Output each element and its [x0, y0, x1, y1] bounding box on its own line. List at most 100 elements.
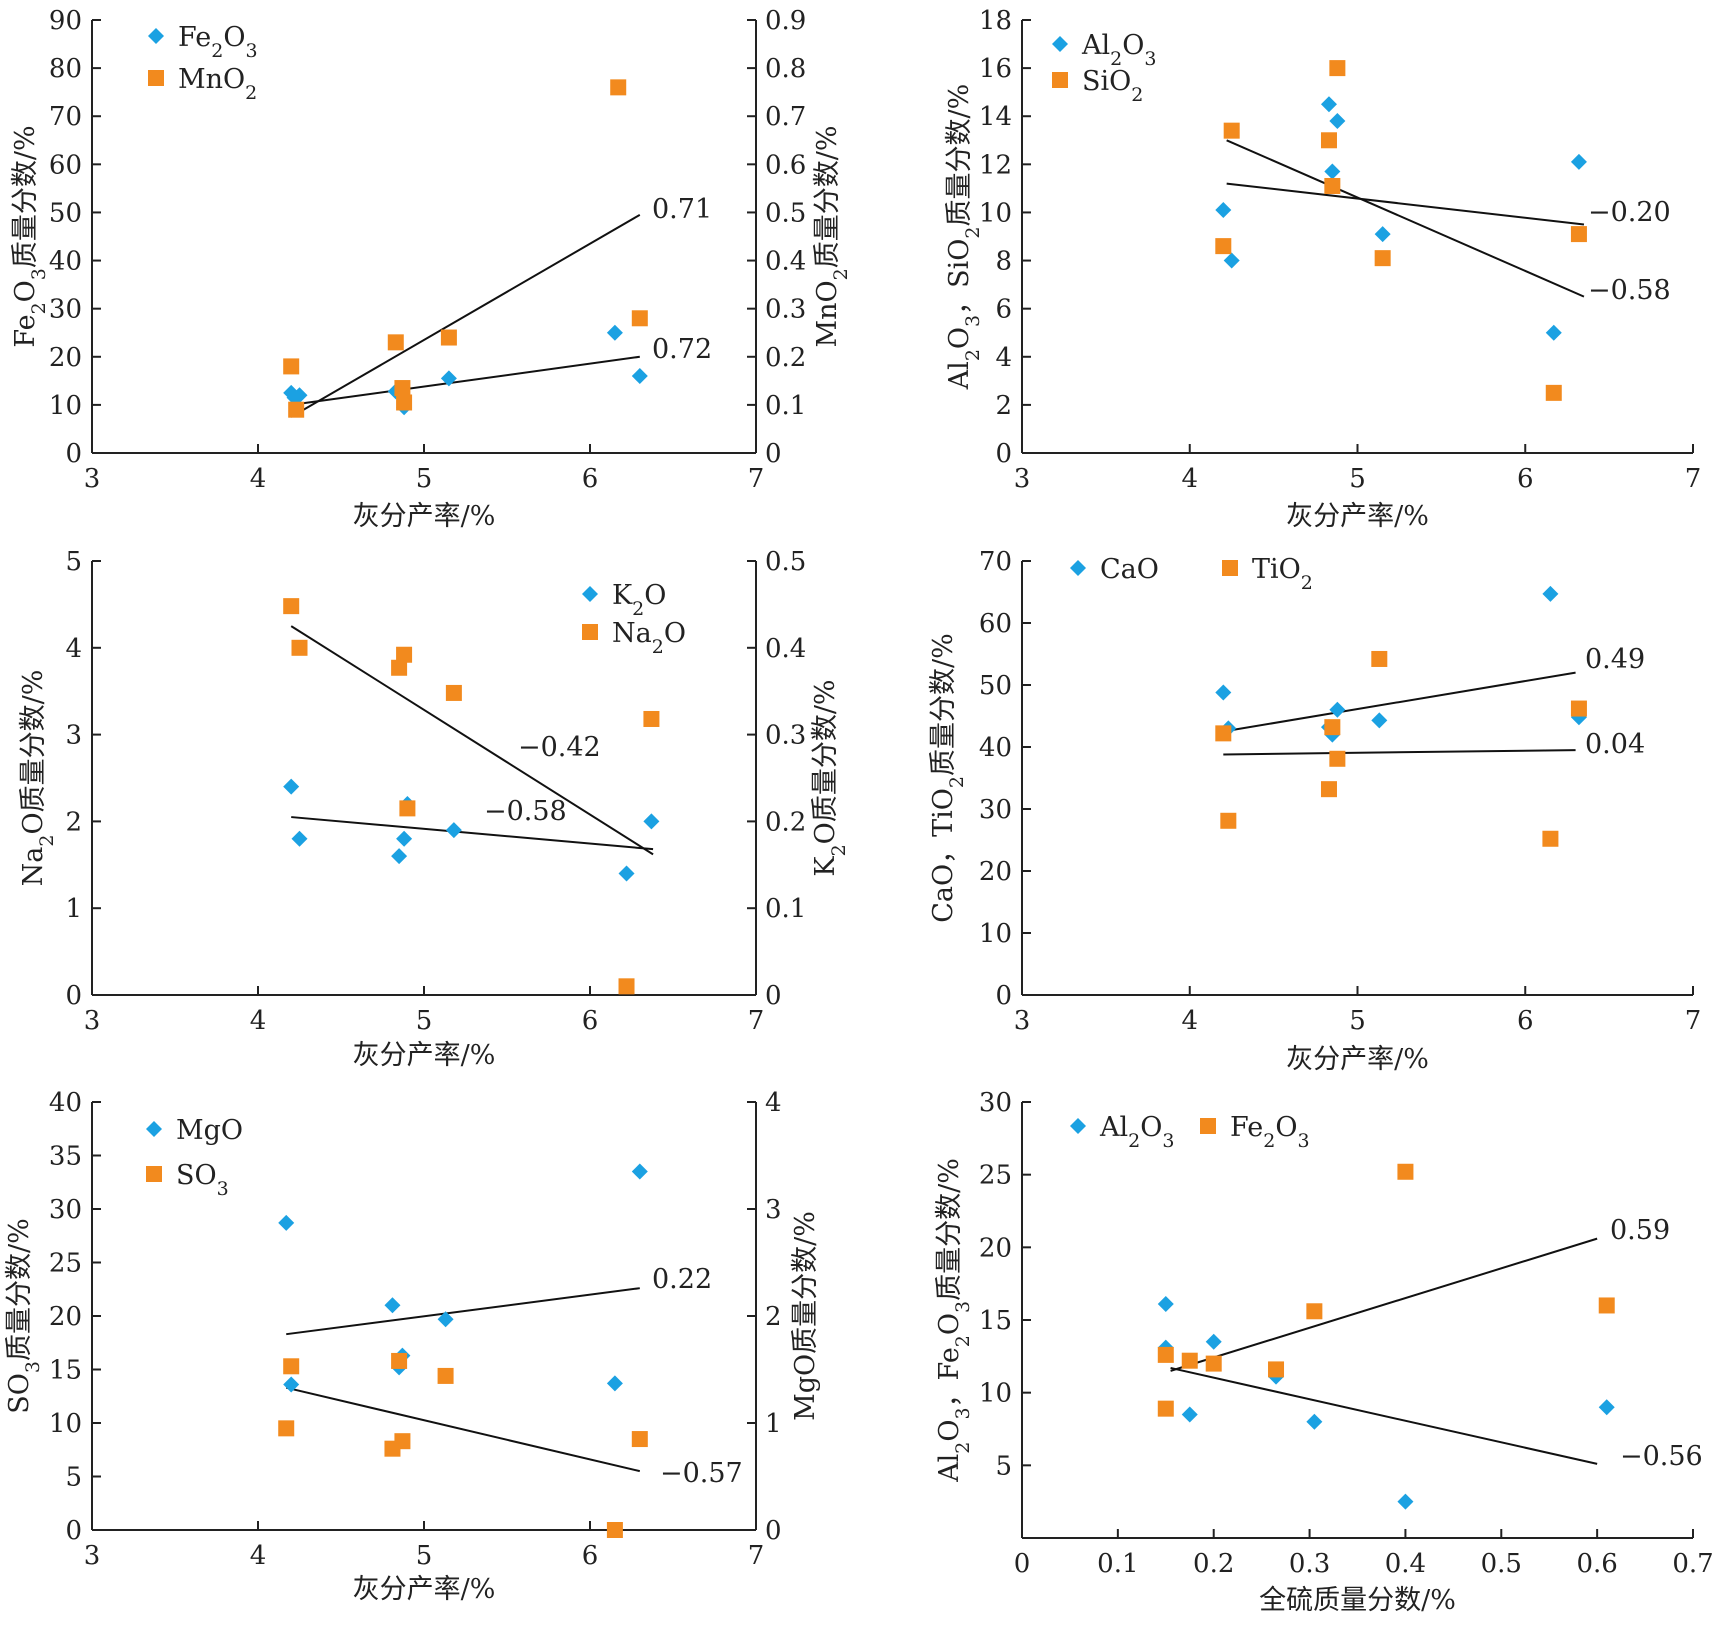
data-point-square	[288, 401, 305, 418]
data-point-square	[283, 358, 300, 375]
chart-panel-6: 0 0.1 0.2 0.3 0.4 0.5 0.6 0.7 5 10 15 20 25 30 全硫质量分数/…	[934, 1088, 1713, 1616]
x-tick-label: 3	[84, 1006, 101, 1036]
y-tick-label: 18	[979, 6, 1012, 36]
y2-tick-label: 0.6	[765, 150, 806, 180]
y-tick-label: 0	[995, 439, 1012, 469]
correlation-label: −0.42	[518, 732, 601, 763]
y2-tick-label: 2	[765, 1302, 782, 1332]
x-tick-label: 6	[582, 1006, 599, 1036]
legend-label: K2O	[612, 580, 666, 620]
x-tick-label: 0.4	[1385, 1549, 1426, 1579]
data-point-square	[1181, 1352, 1198, 1369]
y-tick-label: 30	[979, 1088, 1012, 1118]
x-tick-label: 7	[1685, 464, 1702, 494]
correlation-label: −0.57	[660, 1458, 743, 1489]
data-point-diamond	[618, 865, 635, 882]
y-axis-label: Al2O3，Fe2O3质量分数/%	[934, 1158, 974, 1483]
legend-marker-diamond	[148, 28, 164, 44]
data-point-diamond	[1371, 712, 1388, 729]
correlation-label: 0.04	[1585, 729, 1645, 760]
data-point-diamond	[440, 370, 457, 387]
y2-tick-label: 0.4	[765, 247, 806, 277]
x-axis-label: 灰分产率/%	[353, 1574, 496, 1605]
y-tick-label: 10	[49, 391, 82, 421]
trendline	[286, 1287, 640, 1336]
data-point-diamond	[631, 1163, 648, 1180]
data-point-square	[1329, 60, 1346, 77]
data-point-square	[399, 800, 416, 817]
data-point-diamond	[1223, 252, 1240, 269]
data-point-square	[1320, 132, 1337, 149]
data-point-diamond	[391, 848, 408, 865]
y-tick-label: 70	[979, 547, 1012, 577]
data-point-diamond	[1329, 701, 1346, 718]
y-tick-label: 25	[979, 1161, 1012, 1191]
data-point-diamond	[278, 1214, 295, 1231]
data-point-diamond	[445, 822, 462, 839]
y2-tick-label: 0.1	[765, 391, 806, 421]
y2-tick-label: 0.3	[765, 295, 806, 325]
data-point-diamond	[1374, 226, 1391, 243]
legend-marker-square	[582, 624, 598, 640]
trendline	[291, 816, 654, 851]
legend-marker-diamond	[1052, 36, 1068, 52]
data-point-square	[1215, 725, 1232, 742]
y-tick-label: 20	[49, 1302, 82, 1332]
trendline	[1223, 671, 1576, 733]
data-point-diamond	[643, 813, 660, 830]
x-tick-label: 5	[1349, 464, 1366, 494]
x-tick-label: 0	[1014, 1549, 1031, 1579]
y-tick-label: 60	[49, 150, 82, 180]
trendline	[290, 213, 641, 418]
data-point-square	[1570, 700, 1587, 717]
x-tick-label: 3	[84, 1541, 101, 1571]
y-tick-label: 20	[49, 343, 82, 373]
y2-tick-label: 4	[765, 1088, 782, 1118]
y2-tick-label: 0.4	[765, 634, 806, 664]
data-point-diamond	[1205, 1333, 1222, 1350]
data-point-square	[1371, 650, 1388, 667]
legend-marker-square	[1222, 560, 1238, 576]
y-tick-label: 6	[995, 295, 1012, 325]
data-point-diamond	[1320, 96, 1337, 113]
y-tick-label: 2	[65, 807, 82, 837]
data-point-square	[1324, 719, 1341, 736]
y2-axis-label: MgO质量分数/%	[790, 1211, 821, 1421]
x-tick-label: 0.7	[1672, 1549, 1713, 1579]
x-tick-label: 7	[748, 1541, 765, 1571]
data-point-square	[1598, 1297, 1615, 1314]
y-tick-label: 1	[65, 894, 82, 924]
x-tick-label: 6	[582, 464, 599, 494]
y-tick-label: 10	[49, 1409, 82, 1439]
data-point-square	[283, 598, 300, 615]
data-point-square	[1324, 177, 1341, 194]
y2-tick-label: 0	[765, 439, 782, 469]
legend-label: SiO2	[1082, 66, 1143, 106]
data-point-square	[394, 380, 411, 397]
y-tick-label: 40	[979, 733, 1012, 763]
y-tick-label: 0	[65, 1516, 82, 1546]
data-point-diamond	[631, 368, 648, 385]
data-point-diamond	[1570, 153, 1587, 170]
x-tick-label: 4	[250, 1541, 267, 1571]
y2-axis-label: MnO2质量分数/%	[812, 125, 852, 347]
y-axis-label: CaO，TiO2质量分数/%	[928, 633, 968, 923]
x-tick-label: 4	[250, 1006, 267, 1036]
data-point-square	[1306, 1303, 1323, 1320]
data-point-square	[631, 310, 648, 327]
x-tick-label: 4	[1181, 1006, 1198, 1036]
data-point-diamond	[1329, 113, 1346, 130]
y2-tick-label: 0.5	[765, 198, 806, 228]
data-point-square	[606, 1522, 623, 1538]
y-tick-label: 10	[979, 1379, 1012, 1409]
y-tick-label: 3	[65, 721, 82, 751]
data-point-diamond	[1598, 1399, 1615, 1416]
data-point-square	[437, 1367, 454, 1384]
y-tick-label: 30	[49, 295, 82, 325]
data-point-square	[1268, 1361, 1285, 1378]
trendline	[291, 355, 640, 406]
data-point-square	[278, 1420, 295, 1437]
x-tick-label: 3	[84, 464, 101, 494]
correlation-label: 0.22	[652, 1264, 712, 1295]
y2-tick-label: 0.1	[765, 894, 806, 924]
